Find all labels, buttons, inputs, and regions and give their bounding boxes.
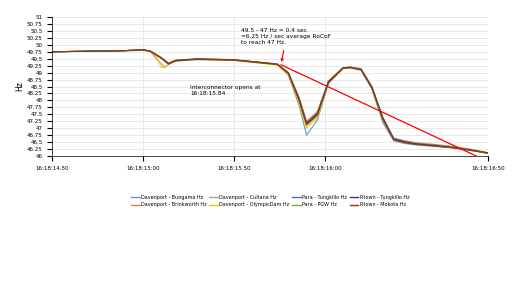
Line: Davenport - OlympicDam Hz: Davenport - OlympicDam Hz bbox=[52, 50, 488, 153]
Davenport - OlympicDam Hz bbox=[133, 48, 139, 52]
Para - PGW Hz bbox=[460, 147, 466, 151]
Davenport - OlympicDam Hz bbox=[325, 81, 331, 85]
Davenport - Bungama Hz bbox=[347, 66, 353, 69]
Davenport - OlympicDam Hz bbox=[460, 147, 466, 151]
Rtown - Mokota Hz bbox=[347, 66, 353, 69]
Line: Rtown - Mokota Hz: Rtown - Mokota Hz bbox=[52, 50, 488, 153]
Line: Davenport - Brinkworth Hz: Davenport - Brinkworth Hz bbox=[52, 50, 488, 153]
Davenport - Cultana Hz bbox=[93, 50, 99, 53]
Davenport - Bungama Hz bbox=[460, 148, 466, 151]
Rtown - Mokota Hz bbox=[460, 147, 466, 151]
Rtown - Mokota Hz bbox=[485, 152, 491, 155]
Para - PGW Hz bbox=[49, 50, 55, 54]
Para - Tungkillo Hz bbox=[154, 54, 161, 58]
Rtown - Tungkillo Hz bbox=[49, 50, 55, 54]
Davenport - Cultana Hz bbox=[460, 147, 466, 151]
Davenport - Brinkworth Hz bbox=[485, 151, 491, 154]
Rtown - Tungkillo Hz bbox=[140, 48, 146, 52]
Rtown - Mokota Hz bbox=[154, 54, 161, 58]
Davenport - Cultana Hz bbox=[238, 59, 244, 63]
Davenport - OlympicDam Hz bbox=[49, 50, 55, 54]
Para - Tungkillo Hz bbox=[238, 59, 244, 62]
Davenport - Cultana Hz bbox=[140, 49, 146, 52]
Para - PGW Hz bbox=[93, 49, 99, 53]
Para - Tungkillo Hz bbox=[325, 80, 331, 83]
Davenport - Brinkworth Hz bbox=[325, 79, 331, 83]
Para - PGW Hz bbox=[154, 54, 161, 58]
Para - Tungkillo Hz bbox=[485, 151, 491, 155]
Davenport - Brinkworth Hz bbox=[238, 58, 244, 62]
Davenport - Bungama Hz bbox=[325, 82, 331, 85]
Davenport - Brinkworth Hz bbox=[140, 48, 146, 51]
Rtown - Tungkillo Hz bbox=[93, 49, 99, 53]
Rtown - Tungkillo Hz bbox=[325, 80, 331, 84]
Line: Rtown - Tungkillo Hz: Rtown - Tungkillo Hz bbox=[52, 50, 488, 153]
Rtown - Tungkillo Hz bbox=[460, 147, 466, 151]
Davenport - Cultana Hz bbox=[325, 80, 331, 84]
Davenport - Bungama Hz bbox=[49, 50, 55, 54]
Line: Para - Tungkillo Hz: Para - Tungkillo Hz bbox=[52, 50, 488, 153]
Line: Davenport - Cultana Hz: Davenport - Cultana Hz bbox=[52, 50, 488, 153]
Davenport - Cultana Hz bbox=[154, 58, 161, 62]
Davenport - Brinkworth Hz bbox=[93, 49, 99, 53]
Para - PGW Hz bbox=[238, 59, 244, 63]
Rtown - Mokota Hz bbox=[140, 48, 146, 52]
Rtown - Mokota Hz bbox=[49, 50, 55, 54]
Y-axis label: Hz: Hz bbox=[15, 82, 24, 92]
Rtown - Tungkillo Hz bbox=[347, 65, 353, 69]
Davenport - OlympicDam Hz bbox=[93, 49, 99, 53]
Para - Tungkillo Hz bbox=[140, 48, 146, 52]
Davenport - Brinkworth Hz bbox=[460, 146, 466, 150]
Davenport - Cultana Hz bbox=[485, 152, 491, 155]
Para - Tungkillo Hz bbox=[49, 50, 55, 54]
Rtown - Tungkillo Hz bbox=[238, 59, 244, 62]
Line: Para - PGW Hz: Para - PGW Hz bbox=[52, 50, 488, 153]
Davenport - OlympicDam Hz bbox=[485, 152, 491, 155]
Davenport - OlympicDam Hz bbox=[238, 59, 244, 63]
Davenport - Cultana Hz bbox=[49, 50, 55, 54]
Para - PGW Hz bbox=[347, 65, 353, 69]
Davenport - Bungama Hz bbox=[93, 49, 99, 53]
Rtown - Tungkillo Hz bbox=[154, 54, 161, 58]
Davenport - Bungama Hz bbox=[238, 59, 244, 63]
Davenport - Bungama Hz bbox=[140, 48, 146, 52]
Para - PGW Hz bbox=[325, 80, 331, 84]
Legend: Davenport - Bungama Hz, Davenport - Brinkworth Hz, Davenport - Cultana Hz, Daven: Davenport - Bungama Hz, Davenport - Brin… bbox=[129, 193, 412, 209]
Rtown - Mokota Hz bbox=[93, 49, 99, 53]
Para - PGW Hz bbox=[140, 48, 146, 52]
Para - Tungkillo Hz bbox=[347, 65, 353, 69]
Text: 49.5 - 47 Hz = 0.4 sec
=6.25 Hz / sec average RoCoF
to reach 47 Hz.: 49.5 - 47 Hz = 0.4 sec =6.25 Hz / sec av… bbox=[241, 28, 331, 61]
Davenport - Brinkworth Hz bbox=[347, 65, 353, 69]
Para - Tungkillo Hz bbox=[460, 147, 466, 150]
Text: Interconnector opens at
16:18:15.84: Interconnector opens at 16:18:15.84 bbox=[190, 85, 261, 96]
Davenport - Bungama Hz bbox=[154, 54, 161, 58]
Davenport - Brinkworth Hz bbox=[154, 53, 161, 57]
Davenport - OlympicDam Hz bbox=[347, 66, 353, 69]
Para - PGW Hz bbox=[485, 152, 491, 155]
Davenport - OlympicDam Hz bbox=[154, 57, 161, 61]
Rtown - Mokota Hz bbox=[238, 59, 244, 63]
Rtown - Mokota Hz bbox=[325, 81, 331, 85]
Para - Tungkillo Hz bbox=[93, 49, 99, 53]
Davenport - Bungama Hz bbox=[485, 152, 491, 155]
Davenport - Cultana Hz bbox=[347, 66, 353, 70]
Rtown - Tungkillo Hz bbox=[485, 151, 491, 155]
Line: Davenport - Bungama Hz: Davenport - Bungama Hz bbox=[52, 50, 488, 153]
Davenport - Brinkworth Hz bbox=[49, 50, 55, 54]
